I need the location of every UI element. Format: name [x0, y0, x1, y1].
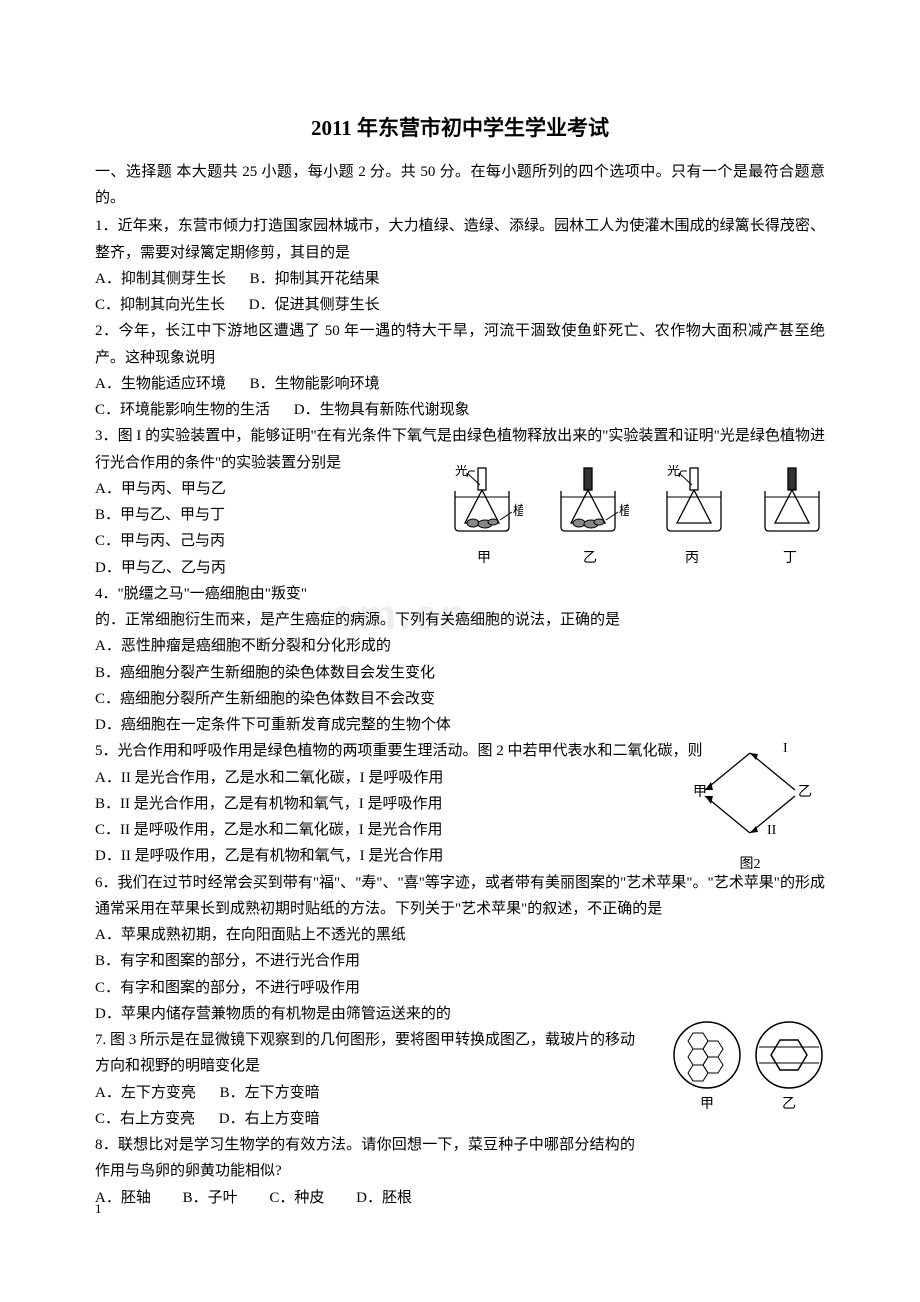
page-content: 2011 年东营市初中学生学业考试 一、选择题 本大题共 25 小题，每小题 2…	[95, 110, 825, 1211]
q3-beaker-bing: 光 丙	[657, 465, 727, 572]
q2-opt-b: B．生物能影响环境	[250, 371, 380, 397]
q8-options: A．胚轴 B．子叶 C．种皮 D．胚根	[95, 1185, 825, 1211]
q2-opt-c: C．环境能影响生物的生活	[95, 397, 270, 423]
plant-label: 植物	[513, 503, 523, 518]
page-title: 2011 年东营市初中学生学业考试	[95, 110, 825, 147]
q3-label-ding: 丁	[783, 547, 797, 572]
q8-opt-b: B．子叶	[183, 1185, 238, 1211]
q7-opt-b: B．左下方变暗	[220, 1080, 320, 1106]
light-label: 光	[455, 465, 468, 478]
q7-circle-jia: 甲	[671, 1019, 743, 1118]
q3-block: 3．图 I 的实验装置中，能够证明"在有光条件下氧气是由绿色植物释放出来的"实验…	[95, 423, 825, 607]
q4-opt-c: C．癌细胞分裂所产生新细胞的染色体数目不会改变	[95, 686, 825, 712]
q8-stem: 8．联想比对是学习生物学的有效方法。请你回想一下，菜豆种子中哪部分结构的作用与鸟…	[95, 1132, 635, 1185]
q4-opt-a: A．恶性肿瘤是癌细胞不断分裂和分化形成的	[95, 633, 825, 659]
q3-beaker-jia: 光 植物 甲	[445, 465, 523, 572]
beaker-icon	[755, 465, 825, 545]
q1-opt-a: A．抑制其侧芽生长	[95, 266, 226, 292]
q2-opt-d: D．生物具有新陈代谢现象	[294, 397, 470, 423]
q5-figure: I 甲 乙 II 图2	[685, 738, 815, 877]
beaker-icon: 光 植物	[445, 465, 523, 545]
q7-label-jia: 甲	[700, 1093, 714, 1118]
q6-opt-b: B．有字和图案的部分，不进行光合作用	[95, 948, 825, 974]
q4-opt-b: B．癌细胞分裂产生新细胞的染色体数目会发生变化	[95, 660, 825, 686]
q7-opt-a: A．左下方变亮	[95, 1080, 196, 1106]
q3-beaker-yi: 植物 乙	[551, 465, 629, 572]
q2-options-line1: A．生物能适应环境 B．生物能影响环境	[95, 371, 825, 397]
q8-opt-a: A．胚轴	[95, 1185, 151, 1211]
q8-opt-c: C．种皮	[269, 1185, 324, 1211]
q6-opt-c: C．有字和图案的部分，不进行呼吸作用	[95, 975, 825, 1001]
q1-stem: 1．近年来，东营市倾力打造国家园林城市，大力植绿、造绿、添绿。园林工人为使灌木围…	[95, 213, 825, 266]
q7-opt-c: C．右上方变亮	[95, 1106, 195, 1132]
q7-circle-yi: 乙	[753, 1019, 825, 1118]
q1-opt-c: C．抑制其向光生长	[95, 292, 225, 318]
q3-label-yi: 乙	[583, 547, 597, 572]
q8-opt-d: D．胚根	[356, 1185, 412, 1211]
q3-figure: 光 植物 甲	[445, 465, 825, 572]
diamond-diagram-icon: I 甲 乙 II	[685, 738, 815, 843]
light-label: 光	[667, 465, 680, 478]
q7-figure: 甲 乙	[671, 1019, 825, 1118]
q1-options-line1: A．抑制其侧芽生长 B．抑制其开花结果	[95, 266, 825, 292]
q1-options-line2: C．抑制其向光生长 D．促进其侧芽生长	[95, 292, 825, 318]
q2-stem: 2．今年，长江中下游地区遭遇了 50 年一遇的特大干旱，河流干涸致使鱼虾死亡、农…	[95, 318, 825, 371]
q7-label-yi: 乙	[782, 1093, 796, 1118]
q7-block: 7. 图 3 所示是在显微镜下观察到的几何图形，要将图甲转换成图乙，载玻片的移动…	[95, 1027, 825, 1132]
q4-stem-line1: 4．"脱缰之马"一癌细胞由"叛变"	[95, 581, 825, 607]
section-1-header: 一、选择题 本大题共 25 小题，每小题 2 分。共 50 分。在每小题所列的四…	[95, 159, 825, 212]
q4-stem-line2: 的．正常细胞衍生而来，是产生癌症的病源。下列有关癌细胞的说法，正确的是	[95, 607, 825, 633]
fig2-I: I	[783, 741, 788, 756]
q2-options-line2: C．环境能影响生物的生活 D．生物具有新陈代谢现象	[95, 397, 825, 423]
q2-opt-a: A．生物能适应环境	[95, 371, 226, 397]
q1-opt-b: B．抑制其开花结果	[250, 266, 380, 292]
q7-stem: 7. 图 3 所示是在显微镜下观察到的几何图形，要将图甲转换成图乙，载玻片的移动…	[95, 1027, 635, 1080]
q6-opt-a: A．苹果成熟初期，在向阳面贴上不透光的黑纸	[95, 922, 825, 948]
microscope-view-icon	[753, 1019, 825, 1091]
q6-stem: 6．我们在过节时经常会买到带有"福"、"寿"、"喜"等字迹，或者带有美丽图案的"…	[95, 870, 825, 923]
microscope-view-icon	[671, 1019, 743, 1091]
fig2-yi: 乙	[798, 784, 812, 800]
fig2-II: II	[767, 823, 777, 838]
fig2-jia: 甲	[693, 785, 707, 800]
fig2-caption: 图2	[685, 853, 815, 878]
q3-beaker-ding: 丁	[755, 465, 825, 572]
beaker-icon: 光	[657, 465, 727, 545]
q5-block: 5．光合作用和呼吸作用是绿色植物的两项重要生理活动。图 2 中若甲代表水和二氧化…	[95, 738, 825, 869]
q3-label-jia: 甲	[477, 547, 491, 572]
q7-opt-d: D．右上方变暗	[219, 1106, 320, 1132]
beaker-icon: 植物	[551, 465, 629, 545]
plant-label: 植物	[619, 503, 629, 518]
q4-opt-d: D．癌细胞在一定条件下可重新发育成完整的生物个体	[95, 712, 825, 738]
q1-opt-d: D．促进其侧芽生长	[249, 292, 380, 318]
q3-label-bing: 丙	[685, 547, 699, 572]
